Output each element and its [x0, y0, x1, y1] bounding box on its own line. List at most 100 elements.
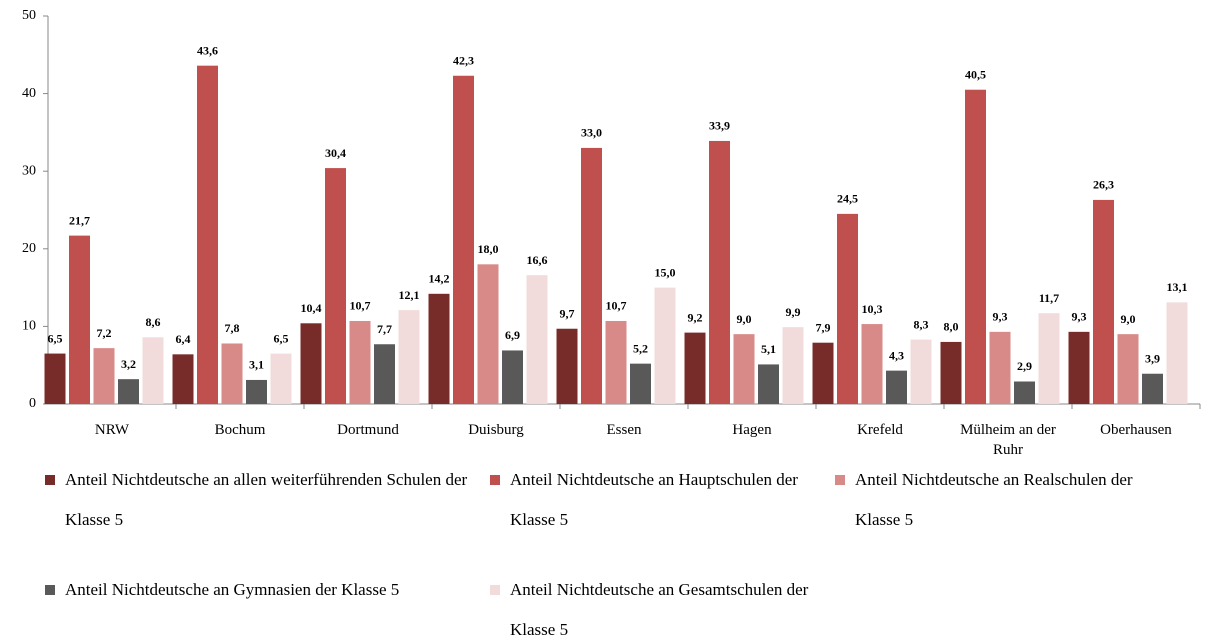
legend-swatch — [490, 475, 500, 485]
x-tick-label: Oberhausen — [1100, 422, 1172, 438]
y-tick-label: 30 — [22, 163, 36, 178]
x-tick-label: Duisburg — [468, 422, 524, 438]
value-label: 33,0 — [581, 126, 602, 140]
value-label: 24,5 — [837, 192, 858, 206]
legend-label: Anteil Nichtdeutsche an Hauptschulen der… — [510, 470, 798, 529]
legend-item: Anteil Nichtdeutsche an Realschulen der … — [835, 460, 1175, 540]
bar — [428, 293, 450, 404]
bar — [861, 324, 883, 404]
value-label: 5,1 — [761, 342, 776, 356]
value-label: 4,3 — [889, 348, 904, 362]
bar — [69, 235, 90, 404]
bar — [837, 213, 858, 404]
bar — [940, 341, 962, 404]
bar — [989, 331, 1011, 404]
bar — [221, 343, 243, 404]
y-tick-label: 40 — [22, 86, 36, 101]
value-label: 33,9 — [709, 119, 730, 133]
bar — [556, 328, 578, 404]
value-label: 7,2 — [97, 326, 112, 340]
bar — [630, 363, 651, 404]
bar — [758, 364, 779, 404]
bar — [654, 287, 676, 404]
value-label: 2,9 — [1017, 359, 1032, 373]
x-tick-label: NRW — [94, 422, 130, 438]
value-label: 40,5 — [965, 67, 986, 81]
value-label: 26,3 — [1093, 178, 1114, 192]
bar — [733, 334, 755, 404]
value-label: 8,0 — [944, 320, 959, 334]
bar — [812, 342, 834, 404]
value-label: 9,2 — [688, 310, 703, 324]
legend-label: Anteil Nichtdeutsche an allen weiterführ… — [65, 470, 468, 529]
bar — [910, 339, 932, 404]
legend-item: Anteil Nichtdeutsche an allen weiterführ… — [45, 460, 485, 540]
y-tick-label: 10 — [22, 319, 36, 334]
value-label: 12,1 — [399, 288, 420, 302]
bar — [349, 320, 371, 404]
value-label: 10,4 — [301, 301, 322, 315]
value-label: 21,7 — [69, 213, 90, 227]
y-tick-label: 20 — [22, 241, 36, 256]
legend-label: Anteil Nichtdeutsche an Gymnasien der Kl… — [65, 580, 400, 599]
value-label: 9,3 — [993, 310, 1008, 324]
x-tick-label: Bochum — [214, 422, 266, 438]
bar — [197, 65, 218, 404]
legend-item: Anteil Nichtdeutsche an Hauptschulen der… — [490, 460, 830, 540]
bar — [886, 370, 907, 404]
bar — [93, 348, 115, 404]
y-tick-label: 50 — [22, 8, 36, 23]
bar — [477, 264, 499, 404]
value-label: 7,8 — [225, 321, 240, 335]
bar — [782, 327, 804, 404]
x-tick-label: Dortmund — [337, 422, 399, 438]
value-label: 7,9 — [816, 320, 831, 334]
value-label: 7,7 — [377, 322, 392, 336]
bar — [581, 147, 602, 405]
bar — [1038, 313, 1060, 404]
legend-label: Anteil Nichtdeutsche an Ge­samtschulen d… — [510, 580, 809, 635]
value-label: 15,0 — [655, 265, 676, 279]
x-tick-label: Hagen — [732, 422, 772, 438]
bar — [502, 350, 523, 404]
value-label: 11,7 — [1039, 291, 1059, 305]
x-tick-label: Mülheim an der Ruhr — [960, 422, 1056, 458]
bar — [118, 379, 139, 404]
legend-swatch — [45, 585, 55, 595]
y-tick-label: 0 — [29, 396, 36, 411]
value-label: 3,1 — [249, 358, 264, 372]
bar — [1117, 334, 1139, 404]
value-label: 5,2 — [633, 341, 648, 355]
value-label: 30,4 — [325, 146, 346, 160]
legend-label: Anteil Nichtdeutsche an Realschulen der … — [855, 470, 1133, 529]
bar — [1014, 381, 1035, 404]
value-label: 42,3 — [453, 54, 474, 68]
x-tick-label: Krefeld — [857, 422, 903, 438]
value-label: 16,6 — [527, 253, 548, 267]
value-label: 10,7 — [350, 299, 371, 313]
x-tick-label: Essen — [606, 422, 642, 438]
value-label: 6,4 — [176, 332, 191, 346]
bar — [1166, 302, 1188, 404]
legend-item: Anteil Nichtdeutsche an Gymnasien der Kl… — [45, 570, 485, 610]
value-label: 43,6 — [197, 43, 218, 57]
value-label: 9,0 — [1121, 312, 1136, 326]
value-label: 9,0 — [737, 312, 752, 326]
bar — [965, 89, 986, 404]
bar — [398, 310, 420, 404]
bar — [1093, 199, 1114, 404]
value-label: 13,1 — [1167, 280, 1188, 294]
bar — [453, 75, 474, 404]
bar — [270, 353, 292, 404]
bar — [142, 337, 164, 404]
bar — [374, 344, 395, 404]
value-label: 18,0 — [478, 242, 499, 256]
bar — [1142, 373, 1163, 404]
value-label: 3,9 — [1145, 351, 1160, 365]
legend-swatch — [835, 475, 845, 485]
bar — [44, 353, 66, 404]
value-label: 10,3 — [862, 302, 883, 316]
legend-item: Anteil Nichtdeutsche an Ge­samtschulen d… — [490, 570, 830, 635]
value-label: 9,3 — [1072, 310, 1087, 324]
